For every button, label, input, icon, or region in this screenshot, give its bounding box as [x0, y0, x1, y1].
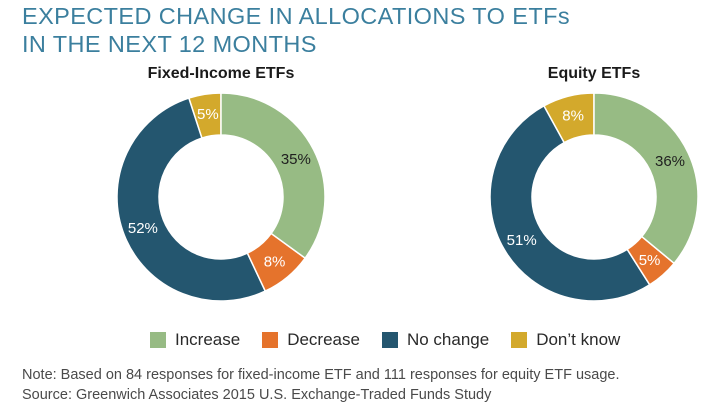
equity-chart-title: Equity ETFs — [548, 65, 641, 82]
legend-swatch-increase — [150, 332, 166, 348]
footnote: Note: Based on 84 responses for fixed-in… — [22, 365, 620, 405]
fixed-income-label-no-change: 52% — [128, 220, 158, 237]
fixed-income-label-increase: 35% — [281, 151, 311, 168]
legend-item-dont-know: Don’t know — [511, 330, 620, 350]
legend-label-increase: Increase — [175, 330, 241, 349]
legend-swatch-decrease — [262, 332, 279, 348]
title-line-2: IN THE NEXT 12 MONTHS — [22, 31, 317, 57]
fixed-income-slice-increase — [220, 92, 326, 260]
equity-slice-no-change — [489, 104, 651, 302]
equity-label-decrease: 5% — [639, 252, 661, 269]
legend-swatch-dont-know — [511, 332, 528, 348]
legend-item-no-change: No change — [381, 330, 490, 350]
equity-label-don-t-know: 8% — [562, 108, 584, 125]
legend-item-increase: Increase — [150, 330, 240, 350]
source-line: Source: Greenwich Associates 2015 U.S. E… — [22, 387, 492, 403]
title-line-1: EXPECTED CHANGE IN ALLOCATIONS TO ETFs — [22, 3, 570, 29]
equity-slice-decrease — [626, 235, 676, 286]
fixed-income-chart-title: Fixed-Income ETFs — [148, 65, 295, 82]
equity-donut: Equity ETFs 36% 5% 51% 8% — [489, 65, 699, 302]
note-line: Note: Based on 84 responses for fixed-in… — [22, 367, 620, 383]
fixed-income-donut: Fixed-Income ETFs 35% 8% 52% 5% — [116, 65, 326, 302]
fixed-income-label-don-t-know: 5% — [197, 106, 219, 123]
legend-swatch-no-change — [381, 332, 398, 348]
fixed-income-slice-no-change — [116, 97, 267, 302]
legend: Increase Decrease No change Don’t know — [150, 330, 642, 350]
legend-label-decrease: Decrease — [287, 330, 360, 349]
equity-slice-increase — [593, 92, 699, 265]
legend-label-dont-know: Don’t know — [536, 330, 621, 349]
legend-label-no-change: No change — [406, 330, 490, 349]
equity-label-increase: 36% — [655, 153, 685, 170]
chart-title: EXPECTED CHANGE IN ALLOCATIONS TO ETFs I… — [22, 2, 570, 58]
fixed-income-label-decrease: 8% — [264, 254, 286, 271]
equity-label-no-change: 51% — [507, 232, 537, 249]
legend-item-decrease: Decrease — [262, 330, 360, 350]
